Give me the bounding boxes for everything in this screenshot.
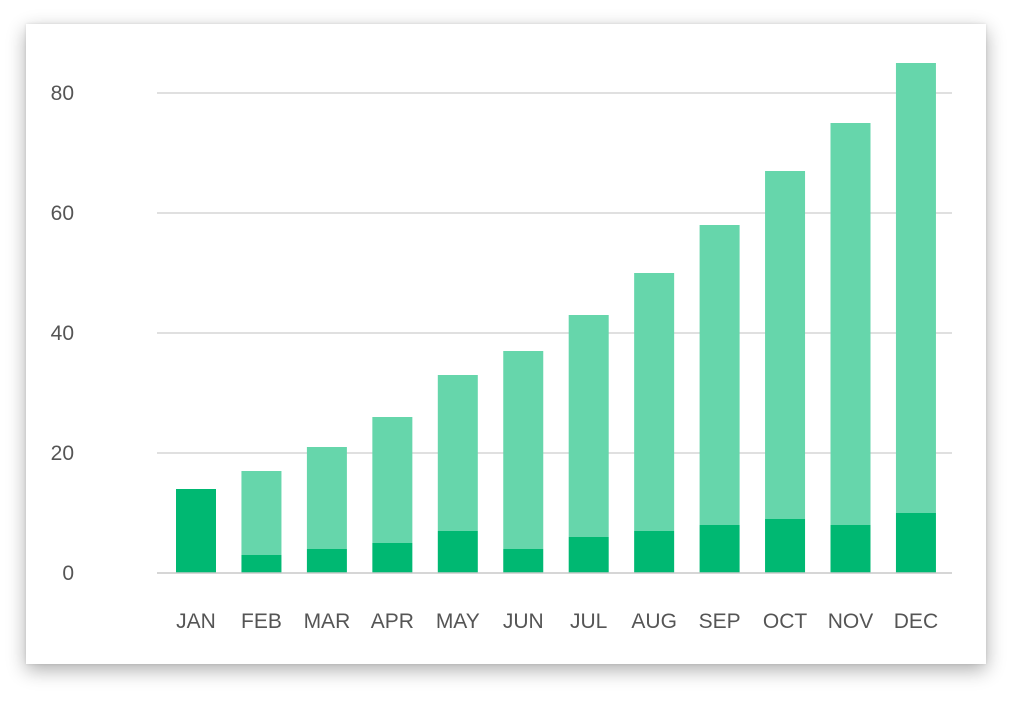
bar-dec-series-2: [895, 63, 936, 513]
x-tick-label-apr: APR: [371, 610, 414, 633]
y-axis-labels: 0 20 40 60 80: [51, 82, 74, 585]
bar-jun-series-1: [503, 549, 544, 573]
x-tick-label-may: MAY: [436, 610, 480, 633]
bar-aug-series-1: [634, 531, 675, 573]
bar-apr-series-1: [372, 543, 413, 573]
bar-feb-series-2: [241, 471, 282, 555]
bar-dec-series-1: [895, 513, 936, 573]
y-tick-label-80: 80: [51, 82, 74, 105]
bar-oct-series-1: [765, 519, 806, 573]
x-tick-label-sep: SEP: [699, 610, 741, 633]
bar-aug-series-2: [634, 273, 675, 531]
x-axis-labels: JAN FEB MAR APR MAY JUN JUL AUG SEP OCT NOV DEC: [176, 610, 938, 633]
y-tick-label-60: 60: [51, 202, 74, 225]
bar-jan-series-1: [176, 489, 216, 573]
x-tick-label-jan: JAN: [176, 610, 216, 633]
x-tick-label-jul: JUL: [570, 610, 607, 633]
bar-apr-series-2: [372, 417, 413, 543]
x-tick-label-oct: OCT: [763, 610, 808, 633]
y-tick-label-20: 20: [51, 442, 74, 465]
bar-mar-series-1: [306, 549, 347, 573]
bars: [176, 63, 936, 573]
x-tick-label-jun: JUN: [503, 610, 544, 633]
bar-may-series-1: [437, 531, 478, 573]
bar-sep-series-2: [699, 225, 740, 525]
y-tick-label-0: 0: [62, 562, 74, 585]
y-tick-label-40: 40: [51, 322, 74, 345]
x-tick-label-aug: AUG: [631, 610, 677, 633]
stacked-bar-chart: 0 20 40 60 80 JAN FEB MAR APR MAY JUN JUL AUG SEP OCT N…: [51, 63, 952, 633]
x-tick-label-dec: DEC: [894, 610, 938, 633]
bar-sep-series-1: [699, 525, 740, 573]
bar-jul-series-1: [568, 537, 609, 573]
bar-may-series-2: [437, 375, 478, 531]
x-tick-label-mar: MAR: [304, 610, 351, 633]
bar-jun-series-2: [503, 351, 544, 549]
gridlines: [157, 92, 952, 454]
bar-nov-series-2: [830, 123, 871, 525]
x-tick-label-feb: FEB: [241, 610, 282, 633]
chart-card: 0 20 40 60 80 JAN FEB MAR APR MAY JUN JUL AUG SEP OCT N…: [26, 24, 986, 664]
bar-mar-series-2: [306, 447, 347, 549]
bar-jul-series-2: [568, 315, 609, 537]
bar-oct-series-2: [765, 171, 806, 519]
x-tick-label-nov: NOV: [828, 610, 874, 633]
bar-nov-series-1: [830, 525, 871, 573]
bar-feb-series-1: [241, 555, 282, 573]
